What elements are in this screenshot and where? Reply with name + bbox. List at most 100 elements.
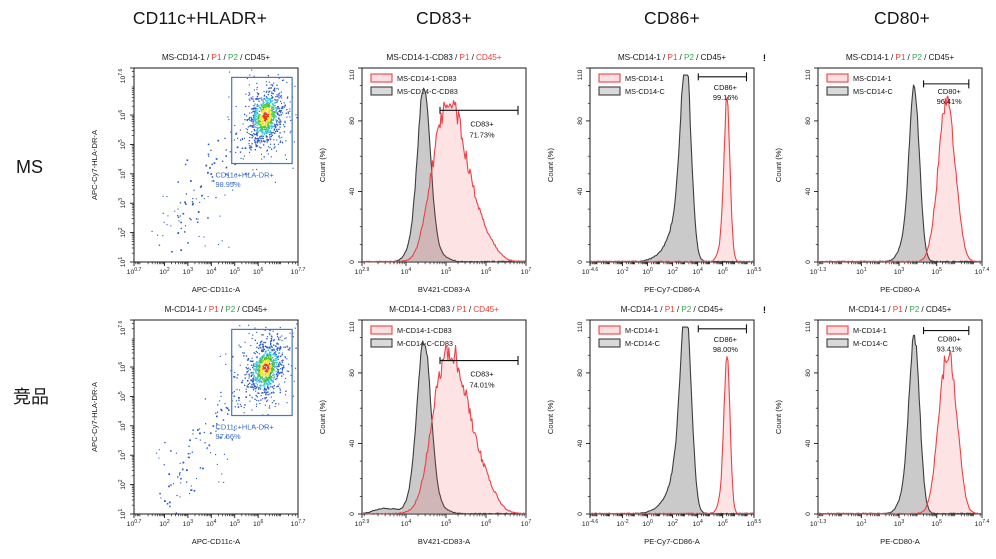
gate-rect <box>231 328 293 417</box>
legend-swatch-red <box>370 73 393 83</box>
axis-tick-label: 0 <box>805 512 812 516</box>
gate-value: 71.73% <box>469 130 494 139</box>
axis-tick-label: 105 <box>932 519 943 528</box>
gate-label: CD83+ <box>470 370 493 379</box>
axis-tick-label: 80 <box>577 117 584 125</box>
y-axis-label: Count (%) <box>774 399 783 434</box>
histogram-curve-red <box>589 97 755 263</box>
gate-label: CD11c+HLA-DR+ <box>216 422 274 431</box>
legend-swatch-gray <box>826 86 849 96</box>
axis-tick-label: 110 <box>577 69 584 80</box>
legend-label: M-CD14-C <box>625 339 660 348</box>
axis-tick-label: 105 <box>441 267 452 276</box>
axis-tick-label: 104 <box>692 267 703 276</box>
column-header-cd83: CD83+ <box>416 8 472 28</box>
axis-tick-label: 40 <box>805 187 812 195</box>
axis-tick-label: 106 <box>481 267 492 276</box>
axis-tick-label: 10-1.3 <box>810 267 827 276</box>
x-axis-label: BV421-CD83-A <box>418 285 471 294</box>
axis-tick-label: 103 <box>894 519 905 528</box>
gate-label: CD11c+HLA-DR+ <box>216 170 274 179</box>
warning-mark: ! <box>763 305 766 316</box>
axis-tick-label: 104 <box>206 267 217 276</box>
gate-value: 99.16% <box>713 93 738 102</box>
histogram-fill-gray <box>590 75 754 262</box>
y-axis-label: APC-Cy7-HLA-DR-A <box>90 129 99 200</box>
plot-frame <box>133 67 299 263</box>
gate-value: 93.41% <box>937 345 962 354</box>
histogram-curve-gray <box>362 340 527 515</box>
scatter-points <box>155 323 298 514</box>
histogram-fill-red <box>362 100 526 262</box>
legend-swatch-red <box>598 73 621 83</box>
axis-tick-label: 107 <box>521 519 532 528</box>
axis-tick-label: 107.4 <box>975 267 990 276</box>
legend-swatch-red <box>826 325 849 335</box>
y-axis-label: APC-Cy7-HLA-DR-A <box>90 381 99 452</box>
y-axis-label: Count (%) <box>546 399 555 434</box>
row-label-ms: MS <box>16 157 43 177</box>
panel-m-cd80: M-CD14-1 / P1 / P2 / CD45+ 10-1.3 101 103 10… <box>774 304 989 546</box>
axis-tick-label: 110 <box>349 69 356 80</box>
panel-title: MS-CD14-1 / P1 / P2 / CD45+ <box>846 52 954 62</box>
axis-tick-label: 105 <box>230 267 241 276</box>
x-axis-label: PE-CD80-A <box>880 537 921 546</box>
axis-tick-label: 107.7 <box>291 267 306 276</box>
x-axis-label: PE-Cy7-CD86-A <box>644 285 701 294</box>
panel-title: MS-CD14-1 / P1 / P2 / CD45+ <box>618 52 726 62</box>
axis-tick-label: 107.6 <box>118 69 127 84</box>
legend-label: M-CD14-C <box>853 339 888 348</box>
axis-tick-label: 102 <box>118 479 127 490</box>
row-label-competitor: 竞品 <box>13 387 49 407</box>
axis-tick-label: 104 <box>206 519 217 528</box>
panel-ms-cd11c-hladr: MS-CD14-1 / P1 / P2 / CD45+ 100.7 102 103 10… <box>90 52 306 294</box>
legend-swatch-gray <box>826 338 849 348</box>
axis-tick-label: 106 <box>481 519 492 528</box>
panel-title: M-CD14-1 / P1 / P2 / CD45+ <box>165 304 268 314</box>
axis-tick-label: 106 <box>717 519 728 528</box>
legend-label: M-CD14-1 <box>853 326 887 335</box>
legend-swatch-red <box>598 325 621 335</box>
legend-label: MS-CD14-C-CD83 <box>397 87 458 96</box>
panel-title: MS-CD14-1-CD83 / P1 / CD45+ <box>386 52 501 62</box>
axis-tick-label: 102.9 <box>355 267 370 276</box>
axis-tick-label: 107.6 <box>118 321 127 336</box>
axis-tick-label: 80 <box>805 369 812 377</box>
axis-tick-label: 110 <box>805 321 812 332</box>
panel-m-cd86: M-CD14-1 / P1 / P2 / CD45+ ! 10-4.6 10-2 100… <box>546 304 766 546</box>
axis-tick-label: 10-2 <box>617 267 629 276</box>
gate-value: 96.41% <box>937 97 962 106</box>
histogram-fill-red <box>818 351 982 514</box>
axis-tick-label: 10-4.6 <box>582 267 599 276</box>
legend-label: M-CD14-C-CD83 <box>397 339 453 348</box>
axis-tick-label: 0 <box>577 260 584 264</box>
axis-tick-label: 102 <box>159 267 170 276</box>
axis-tick-label: 102.9 <box>355 519 370 528</box>
axis-tick-label: 101 <box>856 267 867 276</box>
legend-label: M-CD14-1-CD83 <box>397 326 452 335</box>
gate-value: 98.00% <box>713 345 738 354</box>
gate-value: 74.01% <box>469 381 494 390</box>
legend-swatch-gray <box>598 86 621 96</box>
axis-tick-label: 103 <box>183 267 194 276</box>
gate-value: 98.95% <box>216 180 241 189</box>
axis-tick-label: 103 <box>183 519 194 528</box>
axis-tick-label: 100.7 <box>127 519 142 528</box>
y-axis-label: Count (%) <box>546 147 555 182</box>
axis-tick-label: 40 <box>577 187 584 195</box>
axis-tick-label: 10-1.3 <box>810 519 827 528</box>
scatter-points <box>151 69 298 253</box>
gate-label: CD86+ <box>714 335 737 344</box>
y-axis-label: Count (%) <box>318 147 327 182</box>
axis-tick-label: 107 <box>521 267 532 276</box>
axis-tick-label: 110 <box>349 321 356 332</box>
axis-tick-label: 100.7 <box>127 267 142 276</box>
axis-tick-label: 101 <box>118 509 127 520</box>
legend-swatch-red <box>826 73 849 83</box>
axis-tick-label: 0 <box>805 260 812 264</box>
legend-label: MS-CD14-1-CD83 <box>397 74 457 83</box>
histogram-curve-red <box>589 356 755 515</box>
axis-tick-label: 103 <box>118 450 127 461</box>
gate-value: 97.56% <box>216 432 241 441</box>
axis-tick-label: 40 <box>805 439 812 447</box>
